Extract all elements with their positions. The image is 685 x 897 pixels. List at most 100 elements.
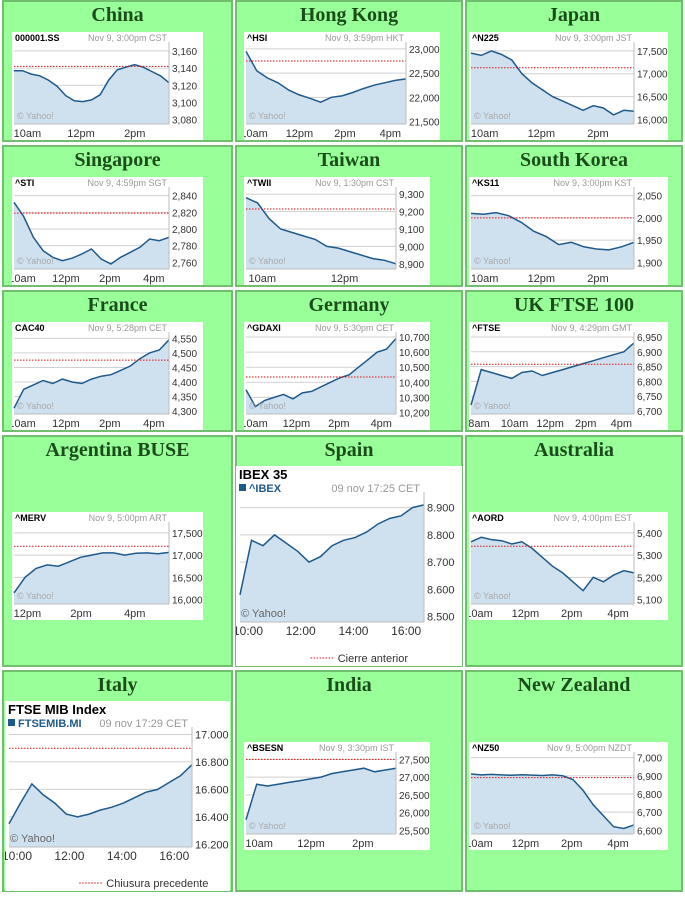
y-tick-label: 21,500 (409, 118, 440, 129)
y-tick-label: 1,900 (637, 258, 662, 269)
x-tick-label: 12pm (512, 608, 540, 620)
yahoo-watermark: © Yahoo! (249, 111, 286, 121)
y-tick-label: 17,500 (637, 47, 668, 58)
chart-timestamp: Nov 9, 3:00pm KST (553, 178, 632, 188)
index-chart[interactable]: 3,160 3,140 3,120 3,100 3,080 10am 12pm 2pm 0000… (12, 32, 203, 140)
yahoo-watermark: © Yahoo! (17, 591, 54, 601)
yahoo-watermark: © Yahoo! (17, 111, 54, 121)
area-fill (471, 342, 634, 414)
chart-svg: 3,160 3,140 3,120 3,100 3,080 10am 12pm 2pm 0000… (14, 33, 198, 140)
y-tick-label: 6,750 (637, 392, 662, 403)
series-line (13, 551, 170, 594)
y-tick-label: 5,400 (637, 529, 662, 540)
index-chart[interactable]: 2,050 2,000 1,950 1,900 10am 12pm 2pm ^KS11 Nov … (469, 177, 668, 285)
chart-svg: 6,950 6,900 6,850 6,800 6,750 6,700 8am 10am 12p… (469, 323, 662, 430)
index-chart[interactable]: 17,500 17,000 16,500 16,000 10am 12pm 2pm ^N225… (469, 32, 668, 140)
yahoo-watermark: © Yahoo! (474, 591, 511, 601)
area-fill (14, 339, 169, 414)
y-tick-label: 6,800 (637, 790, 662, 801)
chart-symbol: 000001.SS (15, 33, 60, 43)
y-tick-label: 9,100 (399, 225, 424, 236)
x-tick-label: 10am (12, 418, 36, 430)
chart-symbol: ^TWII (247, 178, 271, 188)
index-chart[interactable]: 9,300 9,200 9,100 9,000 8,900 10am 12pm ^TWII No… (244, 177, 430, 285)
area-fill (246, 197, 396, 269)
index-chart[interactable]: 17,500 17,000 16,500 16,000 12pm 2pm 4pm ^MERV N… (12, 512, 203, 620)
index-chart[interactable]: 8.900 8.800 8.700 8.600 8.500 10:00 12:00 14:00… (236, 466, 462, 666)
series-line (470, 342, 635, 406)
x-tick-label: 10am (501, 418, 529, 430)
y-tick-label: 2,760 (172, 258, 197, 269)
series-line (13, 339, 170, 409)
y-tick-label: 2,780 (172, 242, 197, 253)
chart-svg: 5,400 5,300 5,200 5,100 10am 12pm 2pm 4pm ^AORD N… (469, 513, 662, 620)
x-tick-label: 12pm (512, 838, 540, 850)
x-tick-label: 4pm (143, 418, 164, 430)
x-tick-label: 10:00 (5, 849, 32, 863)
index-chart[interactable]: 27,500 27,000 26,500 26,000 25,500 10am 12pm 2p… (244, 742, 430, 850)
x-tick-label: 10am (469, 838, 493, 850)
market-title: Germany (308, 294, 390, 316)
index-chart[interactable]: 2,840 2,820 2,800 2,780 2,760 10am 12pm 2pm 4pm ^… (12, 177, 203, 285)
yahoo-watermark: © Yahoo! (17, 401, 54, 411)
y-tick-label: 16.800 (195, 757, 229, 769)
y-tick-label: 26,000 (399, 809, 430, 820)
x-tick-label: 2pm (99, 273, 120, 285)
chart-svg: 2,840 2,820 2,800 2,780 2,760 10am 12pm 2pm 4pm ^… (12, 178, 197, 285)
x-tick-label: 12pm (52, 273, 80, 285)
series-line (13, 201, 170, 265)
y-tick-label: 6,600 (637, 826, 662, 837)
series-line (245, 197, 397, 265)
y-tick-label: 17,000 (172, 551, 203, 562)
index-chart[interactable]: 5,400 5,300 5,200 5,100 10am 12pm 2pm 4pm ^AORD N… (469, 512, 668, 620)
y-tick-label: 2,800 (172, 225, 197, 236)
chart-header: IBEX 35 (239, 467, 287, 482)
index-chart[interactable]: 17.000 16.800 16.600 16.400 16.200 10:00 12:00… (5, 701, 230, 891)
area-fill (471, 537, 634, 604)
x-tick-label: 12pm (536, 418, 564, 430)
x-tick-label: 10am (245, 838, 273, 850)
chart-svg: 10,700 10,600 10,500 10,400 10,300 10,200 10am… (244, 323, 430, 430)
market-title: Hong Kong (299, 4, 399, 26)
x-tick-label: 10am (244, 418, 268, 430)
area-fill (246, 768, 396, 834)
chart-timestamp: Nov 9, 4:00pm EST (553, 513, 632, 523)
market-title: Taiwan (317, 149, 381, 171)
y-tick-label: 25,500 (399, 826, 430, 837)
index-chart[interactable]: 10,700 10,600 10,500 10,400 10,300 10,200 10am… (244, 322, 430, 430)
market-title: France (87, 294, 148, 316)
market-title: China (91, 4, 144, 26)
series-line (239, 504, 425, 595)
y-tick-label: 6,950 (637, 333, 662, 344)
x-tick-label: 10am (469, 608, 493, 620)
x-tick-label: 10am (14, 128, 42, 140)
area-fill (240, 504, 424, 622)
yahoo-watermark: © Yahoo! (474, 401, 511, 411)
y-tick-label: 10,600 (399, 348, 430, 359)
chart-symbol: ^AORD (472, 513, 504, 523)
index-chart[interactable]: 23,000 22,500 22,000 21,500 10am 12pm 2pm 4pm ^H… (244, 32, 440, 140)
y-tick-label: 6,900 (637, 348, 662, 359)
market-title: Japan (547, 4, 601, 26)
x-tick-label: 12pm (297, 838, 325, 850)
chart-svg: 17.000 16.800 16.600 16.400 16.200 10:00 12:00… (5, 702, 229, 890)
x-tick-label: 16:00 (159, 849, 189, 863)
market-title: Italy (97, 674, 138, 696)
index-chart[interactable]: 7,000 6,900 6,800 6,700 6,600 10am 12pm 2pm 4pm ^… (469, 742, 668, 850)
series-line (470, 211, 635, 251)
y-tick-label: 27,500 (399, 755, 430, 766)
yahoo-watermark: © Yahoo! (474, 111, 511, 121)
x-tick-label: 2pm (70, 608, 91, 620)
y-tick-label: 2,840 (172, 192, 197, 203)
y-tick-label: 10,300 (399, 393, 430, 404)
yahoo-watermark: © Yahoo! (241, 608, 286, 620)
y-tick-label: 5,100 (637, 596, 662, 607)
y-tick-label: 6,900 (637, 772, 662, 783)
chart-symbol: ^NZ50 (472, 743, 499, 753)
x-tick-label: 12pm (52, 418, 80, 430)
index-chart[interactable]: 6,950 6,900 6,850 6,800 6,750 6,700 8am 10am 12p… (469, 322, 668, 430)
y-tick-label: 23,000 (409, 45, 440, 56)
y-tick-label: 8.700 (427, 557, 455, 569)
y-tick-label: 17,000 (637, 70, 668, 81)
index-chart[interactable]: 4,550 4,500 4,450 4,400 4,350 4,300 10am 12pm 2p… (12, 322, 203, 430)
